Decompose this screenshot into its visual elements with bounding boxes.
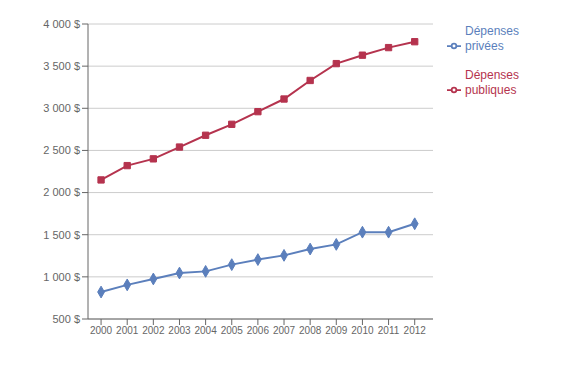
svg-text:2007: 2007: [273, 325, 296, 336]
svg-text:2 500 $: 2 500 $: [43, 144, 80, 156]
svg-text:2008: 2008: [299, 325, 322, 336]
svg-text:2004: 2004: [194, 325, 217, 336]
svg-text:2009: 2009: [325, 325, 348, 336]
svg-text:2 000 $: 2 000 $: [43, 186, 80, 198]
svg-text:3 000 $: 3 000 $: [43, 102, 80, 114]
svg-text:2003: 2003: [168, 325, 191, 336]
svg-text:2011: 2011: [378, 325, 400, 336]
html-text:Dépenses publiques: Dépenses publiques: [465, 68, 519, 97]
svg-text:2010: 2010: [351, 325, 374, 336]
svg-text:2000: 2000: [90, 325, 113, 336]
svg-text:2002: 2002: [142, 325, 165, 336]
svg-text:2001: 2001: [116, 325, 139, 336]
svg-text:2006: 2006: [247, 325, 270, 336]
svg-text:500 $: 500 $: [52, 313, 80, 325]
svg-text:3 500 $: 3 500 $: [43, 60, 80, 72]
svg-text:2012: 2012: [404, 325, 427, 336]
html-text:Dépenses privées: Dépenses privées: [465, 24, 519, 53]
svg-text:1 500 $: 1 500 $: [43, 229, 80, 241]
svg-text:2005: 2005: [221, 325, 244, 336]
svg-text:1 000 $: 1 000 $: [43, 271, 80, 283]
svg-text:4 000 $: 4 000 $: [43, 18, 80, 30]
